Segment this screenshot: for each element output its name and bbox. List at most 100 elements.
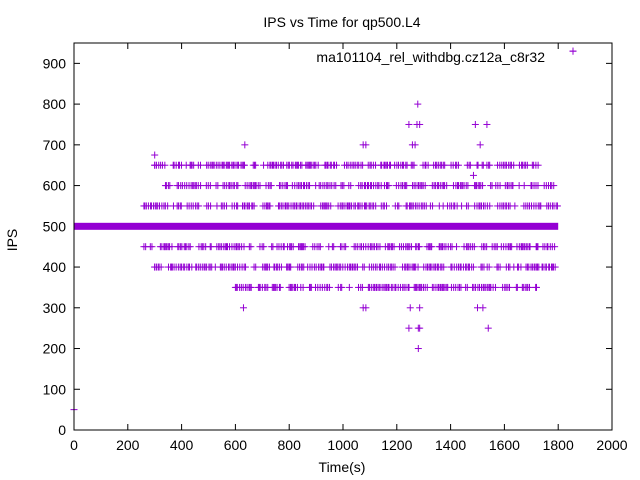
data-point (550, 182, 558, 190)
x-tick-label: 1600 (489, 437, 520, 453)
x-tick-label: 1200 (381, 437, 412, 453)
x-tick-label: 1000 (327, 437, 358, 453)
data-point (464, 202, 472, 210)
data-point (267, 182, 275, 190)
data-point (534, 182, 542, 190)
data-point (385, 182, 393, 190)
data-point (362, 141, 370, 149)
data-point (276, 283, 284, 291)
y-tick-label: 500 (43, 218, 67, 234)
data-point (347, 182, 355, 190)
data-point (256, 182, 264, 190)
data-point (506, 283, 514, 291)
data-point (333, 161, 341, 169)
x-axis-label: Time(s) (319, 459, 366, 475)
data-point (252, 161, 260, 169)
data-point (358, 283, 366, 291)
data-point (247, 283, 255, 291)
data-point (526, 243, 534, 251)
data-point (299, 283, 307, 291)
y-tick-label: 900 (43, 55, 67, 71)
data-point (306, 182, 314, 190)
data-point (242, 263, 250, 271)
data-point (428, 243, 436, 251)
y-tick-label: 600 (43, 178, 67, 194)
y-tick-label: 400 (43, 259, 67, 275)
data-point (287, 263, 295, 271)
data-point (440, 263, 448, 271)
data-point (166, 182, 174, 190)
data-point (148, 243, 156, 251)
data-point (196, 161, 204, 169)
x-tick-label: 600 (224, 437, 248, 453)
data-point (151, 151, 159, 159)
data-point (342, 243, 350, 251)
legend-marker (569, 47, 577, 55)
data-point (479, 182, 487, 190)
data-point (195, 202, 203, 210)
data-point (537, 202, 545, 210)
data-point (511, 202, 519, 210)
data-point (469, 171, 477, 179)
data-point (520, 182, 528, 190)
data-point (316, 243, 324, 251)
y-tick-label: 0 (58, 422, 66, 438)
data-point (454, 161, 462, 169)
data-point (509, 182, 517, 190)
x-tick-label: 0 (70, 437, 78, 453)
data-point (207, 202, 215, 210)
data-point (484, 324, 492, 332)
data-point (551, 243, 559, 251)
data-point (406, 304, 414, 312)
data-point (469, 263, 477, 271)
data-point (551, 263, 559, 271)
data-point (466, 161, 474, 169)
data-point (382, 202, 390, 210)
data-points (70, 47, 577, 414)
data-point (414, 100, 422, 108)
data-point (234, 182, 242, 190)
data-point (330, 243, 338, 251)
data-point (429, 202, 437, 210)
data-point (391, 263, 399, 271)
data-point (416, 120, 424, 128)
data-point (151, 161, 159, 169)
y-tick-label: 300 (43, 300, 67, 316)
data-point (491, 283, 499, 291)
data-point (161, 161, 169, 169)
data-point (327, 202, 335, 210)
data-point (453, 243, 461, 251)
x-tick-label: 1800 (543, 437, 574, 453)
plot-frame (73, 42, 613, 431)
data-point (252, 263, 260, 271)
data-point (362, 304, 370, 312)
data-point (470, 243, 478, 251)
data-point (186, 243, 194, 251)
axis-ticks: 0 200 400 600 800 1000 1200 1400 1600 1800 2000 0 10… (43, 43, 628, 453)
data-point (395, 202, 403, 210)
x-tick-label: 200 (116, 437, 140, 453)
x-tick-label: 1400 (435, 437, 466, 453)
data-point (338, 283, 346, 291)
data-point (410, 161, 418, 169)
data-point (320, 263, 328, 271)
data-point (241, 141, 249, 149)
data-point (405, 120, 413, 128)
y-tick-label: 700 (43, 137, 67, 153)
data-point (415, 243, 423, 251)
data-point (301, 243, 309, 251)
data-point (569, 47, 577, 55)
data-point (310, 202, 318, 210)
data-point (151, 263, 159, 271)
data-point (421, 182, 429, 190)
data-point (441, 161, 449, 169)
legend-label: ma101104_rel_withdbg.cz12a_c8r32 (316, 49, 545, 65)
data-point (416, 304, 424, 312)
y-tick-label: 800 (43, 96, 67, 112)
data-point (240, 161, 248, 169)
data-point (314, 161, 322, 169)
data-point (486, 202, 494, 210)
y-tick-label: 200 (43, 341, 67, 357)
dense-band-500 (74, 222, 559, 230)
